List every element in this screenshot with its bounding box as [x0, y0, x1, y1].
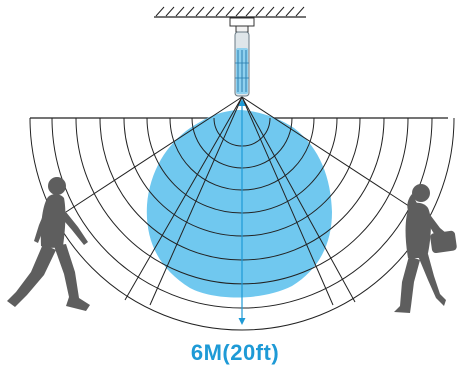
walking-woman-icon	[394, 184, 457, 313]
range-label: 6M(20ft)	[0, 340, 470, 366]
ceiling	[154, 7, 306, 17]
walking-man-icon	[7, 177, 90, 311]
ceiling-hatch	[156, 7, 304, 16]
ceiling-sensor-icon	[230, 18, 254, 96]
